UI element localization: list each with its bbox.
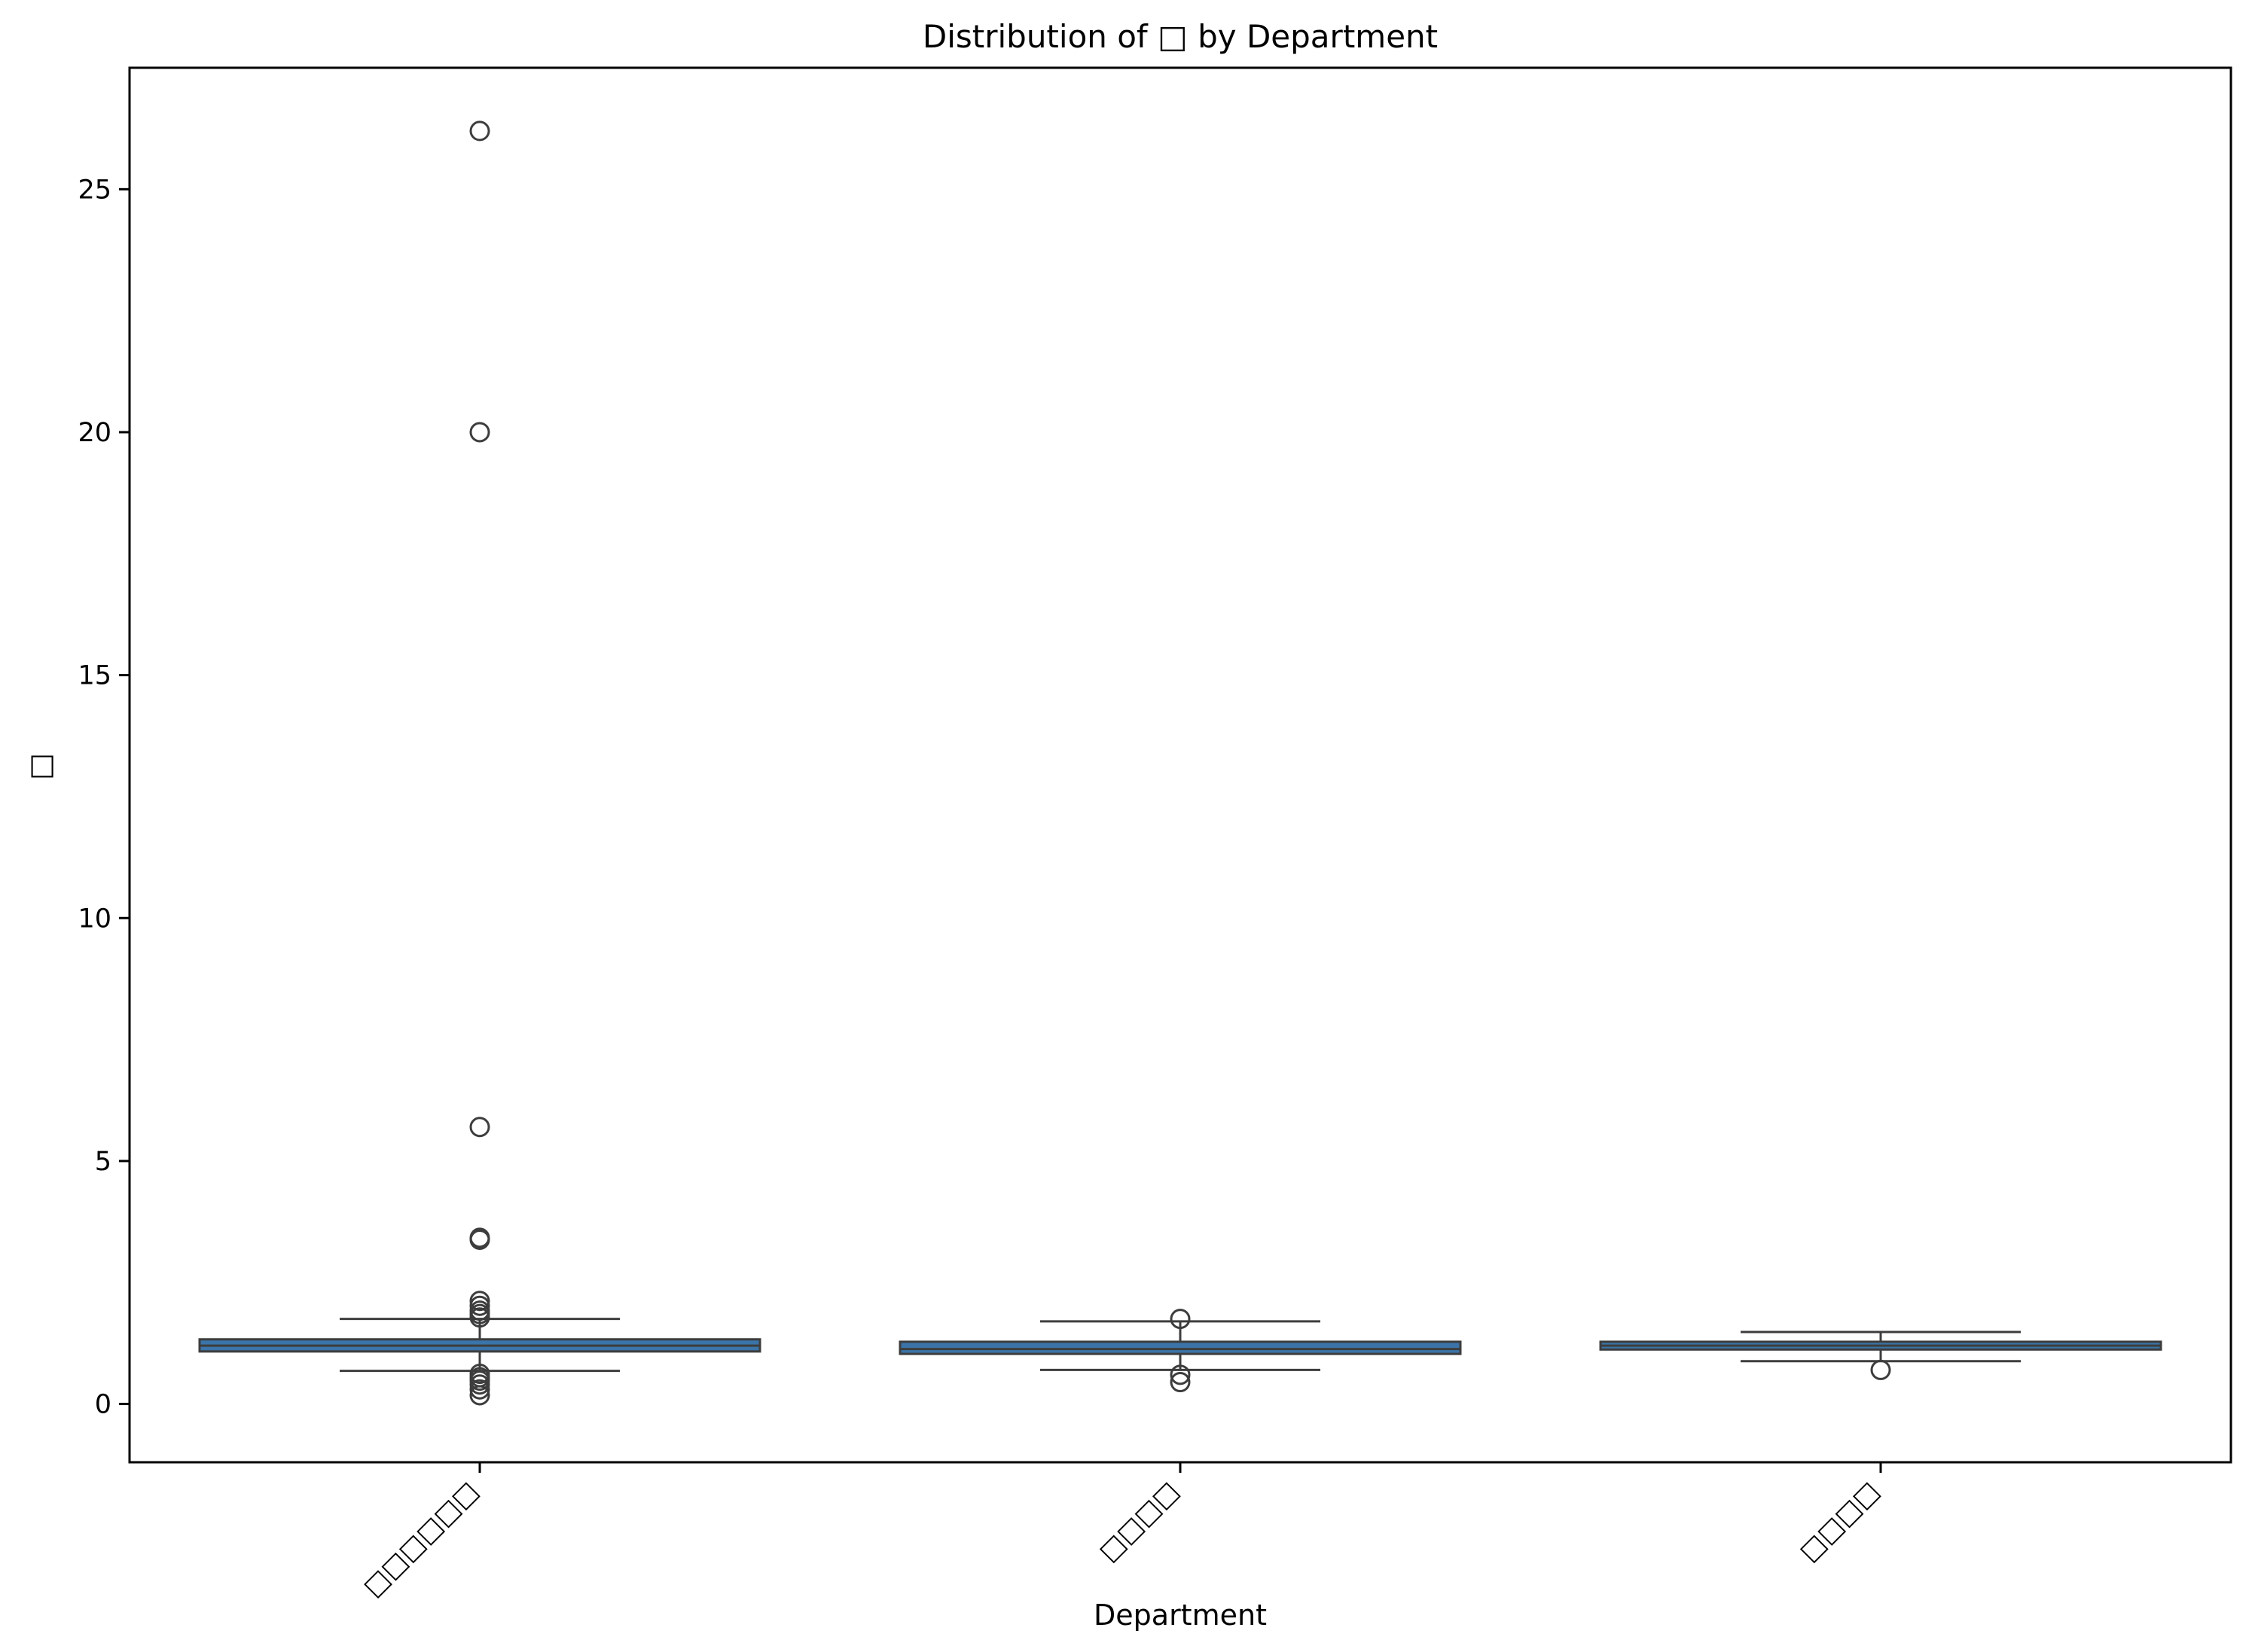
y-tick-label: 15 (78, 661, 111, 691)
outlier-point (469, 1385, 490, 1406)
outlier-point (1170, 1372, 1191, 1393)
y-tick-label: 10 (78, 904, 111, 934)
outlier-point (469, 1307, 490, 1328)
outlier-point (469, 1374, 490, 1395)
outlier-point (1870, 1359, 1891, 1380)
outlier-point (469, 1379, 490, 1400)
outlier-point (1170, 1309, 1191, 1330)
y-tick-label: 0 (95, 1390, 111, 1420)
outlier-point (469, 1117, 490, 1138)
outlier-point (1170, 1364, 1191, 1385)
y-tick-label: 5 (95, 1147, 111, 1177)
outlier-point (469, 120, 490, 142)
y-axis-label: □ (23, 753, 56, 780)
y-tick-label: 25 (78, 175, 111, 205)
x-axis-label: Department (1094, 1599, 1267, 1632)
box-iqr (899, 1340, 1462, 1355)
outlier-point (469, 422, 490, 443)
outlier-point (469, 1295, 490, 1316)
chart-title: Distribution of □ by Department (923, 18, 1438, 55)
outlier-point (469, 1229, 490, 1250)
y-tick-label: 20 (78, 418, 111, 448)
plot-area-frame (128, 66, 2232, 1464)
outlier-point (469, 1291, 490, 1312)
